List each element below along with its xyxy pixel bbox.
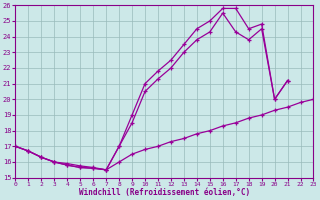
X-axis label: Windchill (Refroidissement éolien,°C): Windchill (Refroidissement éolien,°C) xyxy=(79,188,250,197)
